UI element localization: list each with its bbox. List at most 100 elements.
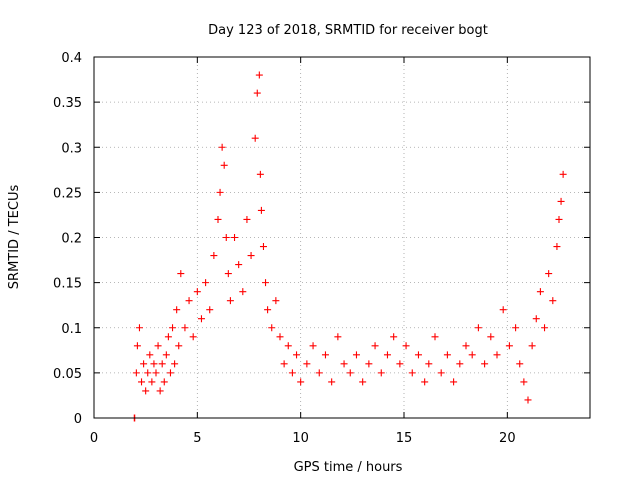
data-point — [493, 351, 501, 359]
data-point — [162, 351, 170, 359]
data-point — [377, 369, 385, 377]
data-point — [239, 288, 247, 296]
data-point — [259, 243, 267, 251]
x-tick-label: 5 — [193, 431, 201, 446]
data-point — [181, 324, 189, 332]
x-tick-label: 0 — [90, 431, 98, 446]
data-point — [524, 396, 532, 404]
data-point — [365, 360, 373, 368]
data-point — [383, 351, 391, 359]
data-point — [499, 306, 507, 314]
data-point — [152, 369, 160, 377]
x-tick-label: 15 — [396, 431, 413, 446]
data-point — [169, 324, 177, 332]
data-point — [166, 369, 174, 377]
data-point — [175, 342, 183, 350]
data-point — [268, 324, 276, 332]
y-tick-label: 0.4 — [61, 51, 82, 66]
data-point — [220, 161, 228, 169]
data-point — [224, 270, 232, 278]
data-point — [146, 351, 154, 359]
data-point — [222, 234, 230, 241]
data-point — [408, 369, 416, 377]
data-point — [536, 288, 544, 296]
data-point — [396, 360, 404, 368]
data-point — [468, 351, 476, 359]
y-tick-label: 0.05 — [53, 367, 82, 382]
data-point — [160, 378, 168, 386]
y-tick-label: 0.2 — [61, 232, 82, 247]
data-point — [214, 215, 222, 223]
data-point — [505, 342, 513, 350]
data-point — [303, 360, 311, 368]
data-point — [541, 324, 549, 332]
data-point — [243, 215, 251, 223]
data-point — [516, 360, 524, 368]
data-point — [474, 324, 482, 332]
data-point — [456, 360, 464, 368]
data-point — [253, 89, 261, 97]
data-point — [371, 342, 379, 350]
data-point — [197, 315, 205, 323]
y-tick-label: 0.1 — [61, 322, 82, 337]
data-point — [189, 333, 197, 341]
data-point — [559, 170, 567, 178]
chart-title: Day 123 of 2018, SRMTID for receiver bog… — [208, 23, 488, 38]
data-point — [315, 369, 323, 377]
x-tick-label: 10 — [292, 431, 309, 446]
data-point — [280, 360, 288, 368]
data-point — [520, 378, 528, 386]
data-point — [359, 378, 367, 386]
data-point — [276, 333, 284, 341]
y-tick-label: 0 — [74, 412, 82, 427]
data-point — [328, 378, 336, 386]
data-point — [235, 261, 243, 269]
data-point — [293, 351, 301, 359]
data-point — [173, 306, 181, 314]
y-tick-label: 0.15 — [53, 277, 82, 292]
data-point — [264, 306, 272, 314]
data-point — [140, 360, 148, 368]
data-point — [487, 333, 495, 341]
data-point — [390, 333, 398, 341]
data-point — [144, 369, 152, 377]
x-axis-label: GPS time / hours — [294, 460, 403, 475]
data-point — [431, 333, 439, 341]
y-tick-label: 0.25 — [53, 186, 82, 201]
data-point — [443, 351, 451, 359]
data-point — [352, 351, 360, 359]
data-point — [256, 170, 264, 178]
tick-labels-layer: 0 5 10 15 20 0 0.05 0.1 0.15 0.2 0.25 0.3 0.35 0.4 — [53, 51, 516, 446]
data-point — [154, 342, 162, 350]
y-tick-label: 0.3 — [61, 141, 82, 156]
data-point — [284, 342, 292, 350]
data-point — [549, 297, 557, 305]
data-point — [132, 369, 140, 377]
data-point — [150, 360, 158, 368]
data-point — [156, 387, 164, 395]
data-point — [158, 360, 166, 368]
data-point — [272, 297, 280, 305]
data-point — [210, 252, 218, 260]
data-point — [297, 378, 305, 386]
data-point — [138, 378, 146, 386]
data-point — [231, 234, 239, 241]
data-point — [142, 387, 150, 395]
data-point — [512, 324, 520, 332]
ticks-layer — [93, 56, 590, 419]
data-point — [340, 360, 348, 368]
data-point — [334, 333, 342, 341]
y-axis-label: SRMTID / TECUs — [7, 185, 22, 290]
data-point — [346, 369, 354, 377]
data-point — [206, 306, 214, 314]
data-point — [135, 324, 143, 332]
grid-layer — [94, 57, 590, 418]
data-point — [193, 288, 201, 296]
data-point — [185, 297, 193, 305]
data-point — [257, 206, 265, 214]
data-point — [177, 270, 185, 278]
data-point — [226, 297, 234, 305]
